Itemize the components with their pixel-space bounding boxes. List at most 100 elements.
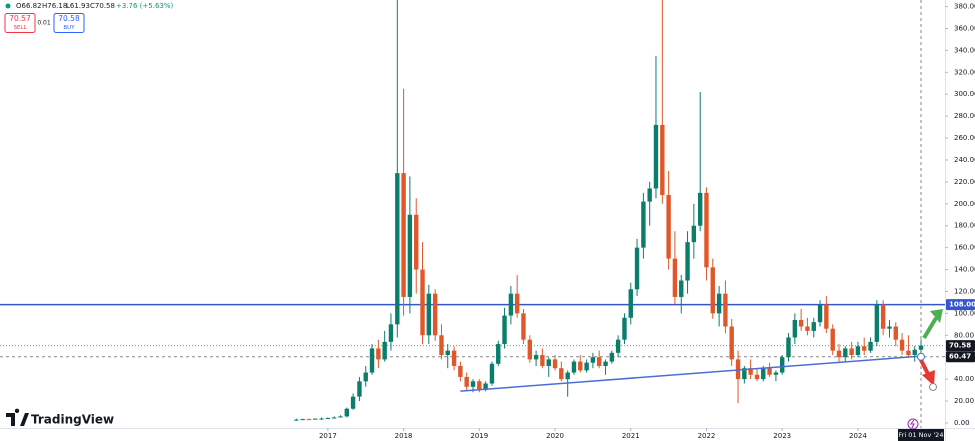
candle-body [912, 349, 917, 356]
candle-body [300, 419, 305, 421]
buy-label[interactable]: BUY [63, 25, 75, 31]
candle-body [350, 396, 356, 409]
trend-anchor [916, 352, 925, 361]
candle-body [906, 350, 911, 356]
status-dot [5, 3, 11, 9]
candle-body [565, 372, 570, 380]
candle-body [590, 357, 596, 363]
candle-body [742, 368, 747, 380]
candle-body [319, 418, 324, 420]
x-tick-label: 2019 [470, 432, 488, 440]
candle-body [723, 293, 728, 327]
x-tick-label: 2022 [698, 432, 716, 440]
candle-body [622, 317, 627, 340]
y-tick-label: 380.00 [954, 3, 975, 11]
candle-body [874, 304, 880, 342]
candle-body [786, 337, 791, 358]
candle-body [445, 350, 450, 356]
sell-button[interactable]: 70.57 SELL [4, 13, 36, 33]
candle-body [685, 242, 690, 281]
up-arrow-head [930, 309, 943, 323]
candle-body [508, 293, 514, 316]
y-tick-label: 260.00 [954, 134, 975, 142]
candle-body [792, 319, 798, 338]
candle-body [432, 293, 438, 336]
x-tick-label: 2023 [773, 432, 791, 440]
candle-body [559, 368, 564, 380]
candle-body [489, 363, 495, 384]
candle-body [451, 350, 457, 366]
candle-body [824, 304, 829, 329]
marker-price-label-box [946, 351, 975, 363]
candle-body [483, 383, 488, 389]
candle-body [313, 418, 318, 420]
x-tick-label: 2021 [622, 432, 640, 440]
candle-body [641, 201, 646, 248]
marker-price-label: 60.47 [949, 353, 971, 361]
level-label-box [946, 299, 975, 311]
candle-body [855, 346, 861, 356]
y-tick-label: 0.00 [954, 419, 970, 427]
candle-body [754, 374, 760, 380]
candle-body [729, 326, 734, 360]
sell-box[interactable] [4, 13, 36, 33]
y-tick-label: 280.00 [954, 112, 975, 120]
candle-body [672, 258, 678, 297]
event-bolt [910, 419, 915, 429]
candle-body [502, 315, 507, 345]
candle-body [338, 416, 343, 418]
candle-body [836, 350, 842, 358]
candle-body [609, 352, 615, 362]
candle-body [615, 339, 621, 353]
candle-body [395, 173, 400, 325]
candle-body [477, 381, 482, 389]
candle-body [357, 381, 362, 397]
candle-body [603, 361, 608, 366]
candle-body [420, 269, 425, 336]
candle-body [369, 348, 375, 373]
candle-body [849, 348, 854, 356]
y-tick-label: 200.00 [954, 200, 975, 208]
ohlc-high: H76.18 [42, 2, 67, 10]
candle-body [331, 417, 337, 419]
candle-body [388, 324, 394, 342]
candle-body [552, 359, 558, 369]
y-tick-label: 360.00 [954, 24, 975, 32]
candle-body [426, 293, 432, 336]
candle-body [735, 359, 741, 380]
x-tick-label: 2018 [395, 432, 413, 440]
y-tick-label: 140.00 [954, 266, 975, 274]
candle-body [868, 341, 873, 351]
ohlc-open: O66.82 [16, 2, 42, 10]
candle-body [779, 357, 785, 373]
candle-body [697, 192, 703, 226]
y-tick-label: 240.00 [954, 156, 975, 164]
candle-body [628, 289, 633, 318]
plot-area [0, 0, 945, 428]
ohlc-low: L61.93 [66, 2, 90, 10]
candle-body [761, 368, 766, 380]
buy-box[interactable] [53, 13, 85, 33]
x-tick-label: 2024 [849, 432, 867, 440]
candle-body [843, 348, 848, 358]
candle-body [805, 326, 810, 331]
y-tick-label: 180.00 [954, 222, 975, 230]
down-arrow-head [922, 370, 935, 386]
buy-price[interactable]: 70.58 [58, 14, 80, 23]
x-tick-label: 2020 [546, 432, 564, 440]
candle-body [666, 195, 671, 259]
y-tick-label: 160.00 [954, 244, 975, 252]
sell-price[interactable]: 70.57 [9, 14, 31, 23]
candle-body [710, 267, 715, 314]
ohlc-close: C70.58 [90, 2, 115, 10]
last-price-label: 70.58 [949, 342, 971, 350]
candle-body [470, 381, 476, 387]
candle-body [546, 359, 551, 366]
buy-button[interactable]: 70.58 BUY [53, 13, 85, 33]
sell-label[interactable]: SELL [13, 25, 27, 31]
candle-body [660, 124, 665, 196]
candle-body [798, 319, 804, 327]
candle-body [533, 355, 539, 360]
